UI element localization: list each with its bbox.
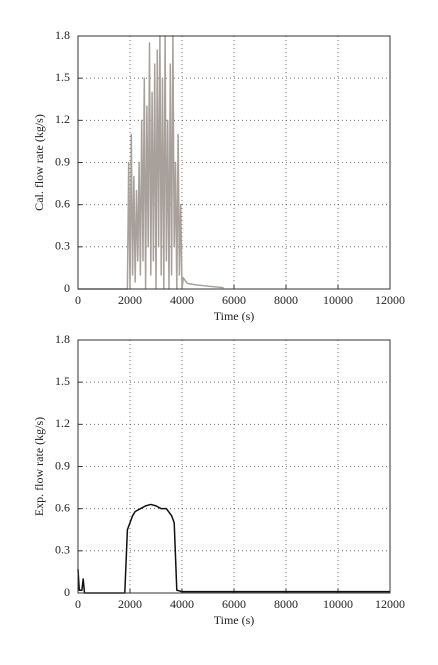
- x-tick-label: 6000: [222, 293, 246, 307]
- y-tick-label: 0.6: [55, 500, 70, 514]
- y-tick-label: 1.5: [55, 70, 70, 84]
- axes-frame: [77, 35, 391, 290]
- x-tick-label: 12000: [375, 597, 405, 611]
- y-tick-label: 0.6: [55, 196, 70, 210]
- x-tick-label: 10000: [323, 597, 353, 611]
- y-tick-label: 0.3: [55, 239, 70, 253]
- data-line: [77, 503, 390, 594]
- y-tick-label: 0: [64, 281, 70, 295]
- y-tick-label: 1.2: [55, 416, 70, 430]
- y-tick-label: 0: [64, 585, 70, 599]
- x-tick-label: 12000: [375, 293, 405, 307]
- y-tick-label: 0.9: [55, 154, 70, 168]
- x-tick-label: 0: [75, 293, 81, 307]
- y-tick-label: 0.9: [55, 458, 70, 472]
- y-axis-label: Exp. flow rate (kg/s): [32, 417, 46, 516]
- x-axis-label: Time (s): [214, 613, 255, 627]
- y-tick-label: 1.8: [55, 332, 70, 346]
- y-axis-label: Cal. flow rate (kg/s): [32, 114, 46, 211]
- x-tick-label: 2000: [118, 293, 142, 307]
- y-tick-label: 1.5: [55, 374, 70, 388]
- y-tick-label: 0.3: [55, 543, 70, 557]
- x-tick-label: 4000: [170, 597, 194, 611]
- x-tick-label: 2000: [118, 597, 142, 611]
- x-tick-label: 10000: [323, 293, 353, 307]
- x-tick-label: 4000: [170, 293, 194, 307]
- axes-frame: [77, 339, 391, 594]
- x-axis-label: Time (s): [214, 309, 255, 323]
- y-tick-label: 1.8: [55, 28, 70, 42]
- data-line: [78, 35, 224, 290]
- x-tick-label: 8000: [274, 597, 298, 611]
- y-tick-label: 1.2: [55, 112, 70, 126]
- x-tick-label: 8000: [274, 293, 298, 307]
- x-tick-label: 6000: [222, 597, 246, 611]
- x-tick-label: 0: [75, 597, 81, 611]
